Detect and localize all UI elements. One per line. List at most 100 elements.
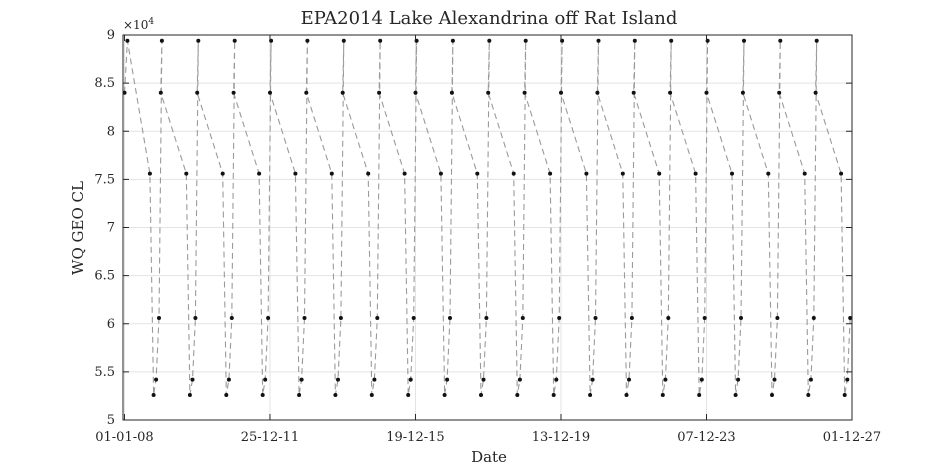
data-point: [814, 38, 819, 43]
data-point: [304, 90, 309, 95]
data-point: [375, 316, 380, 320]
x-tick-label: 01-12-27: [823, 430, 881, 445]
data-point: [229, 316, 234, 320]
data-point: [333, 393, 338, 397]
y-tick-label: 7.5: [94, 172, 115, 187]
data-point: [450, 38, 455, 43]
y-axis: 5 5.5 6 6.5 7 7.5 8 8.5 9: [94, 28, 852, 428]
data-point: [593, 316, 598, 320]
data-point: [733, 393, 738, 397]
data-point: [770, 393, 774, 397]
y-exponent: ×104: [123, 17, 154, 32]
data-point: [220, 171, 225, 176]
data-point: [184, 171, 189, 176]
data-point: [663, 377, 668, 382]
data-point: [475, 171, 480, 176]
data-point: [187, 393, 192, 397]
data-point: [232, 38, 237, 43]
data-point: [632, 38, 637, 43]
data-point: [157, 316, 161, 320]
data-point: [520, 316, 525, 320]
data-point: [554, 377, 559, 382]
data-point: [408, 377, 413, 382]
data-point: [329, 171, 334, 176]
data-point: [438, 171, 443, 176]
data-point: [159, 38, 164, 43]
data-point: [730, 171, 734, 176]
y-tick-label: 6.5: [94, 269, 115, 284]
data-point: [190, 377, 195, 382]
series-line: [123, 40, 851, 396]
data-point: [777, 90, 782, 95]
data-point: [802, 171, 807, 176]
data-point: [551, 393, 556, 397]
data-point: [226, 377, 231, 382]
data-point: [624, 393, 629, 397]
data-point: [377, 90, 382, 95]
data-point: [154, 377, 159, 382]
data-point: [736, 377, 741, 382]
data-point: [517, 377, 522, 382]
y-exponent-base: ×10: [123, 18, 148, 32]
data-point: [657, 171, 662, 176]
data-point: [702, 316, 707, 320]
data-point: [231, 90, 236, 95]
y-tick-label: 7: [107, 221, 115, 236]
data-point: [811, 316, 816, 320]
data-point: [772, 377, 777, 382]
data-point: [299, 377, 304, 382]
data-point: [224, 393, 229, 397]
data-point: [739, 316, 743, 320]
y-tick-label: 8.5: [94, 76, 115, 91]
data-point: [557, 316, 562, 320]
data-point: [293, 171, 298, 176]
y-axis-label: WQ GEO CL: [69, 181, 87, 275]
x-axis-label: Date: [471, 448, 507, 466]
data-point: [193, 316, 198, 320]
data-point: [378, 38, 383, 43]
data-point: [336, 377, 340, 382]
data-point: [515, 393, 520, 397]
y-tick-label: 5.5: [94, 365, 115, 380]
data-point: [445, 377, 450, 382]
data-point: [372, 377, 377, 382]
data-point: [693, 171, 698, 176]
data-point: [487, 38, 492, 43]
data-point: [479, 393, 483, 397]
data-point: [402, 171, 407, 176]
data-point: [125, 38, 130, 43]
data-point: [588, 393, 593, 397]
chart-title: EPA2014 Lake Alexandrina off Rat Island: [301, 8, 678, 29]
data-point: [147, 171, 152, 176]
data-point: [584, 171, 589, 176]
data-point: [629, 316, 634, 320]
data-point: [263, 377, 268, 382]
data-point: [195, 90, 200, 95]
data-point: [196, 38, 201, 43]
data-point: [511, 171, 516, 176]
y-tick-label: 5: [107, 413, 115, 428]
data-point: [257, 171, 262, 176]
data-point: [627, 377, 631, 382]
data-point: [406, 393, 411, 397]
data-point: [297, 393, 302, 397]
x-tick-label: 19-12-15: [386, 430, 444, 445]
series-points: [122, 38, 853, 397]
x-tick-label: 07-12-23: [677, 430, 735, 445]
data-point: [740, 90, 745, 95]
data-point: [766, 171, 771, 176]
data-point: [842, 393, 847, 397]
data-point: [660, 393, 665, 397]
data-point: [806, 393, 811, 397]
data-point: [704, 90, 709, 95]
data-point: [369, 393, 374, 397]
data-point: [548, 171, 553, 176]
data-point: [340, 90, 345, 95]
data-point: [266, 316, 271, 320]
series-path: [123, 40, 851, 396]
data-point: [442, 393, 447, 397]
data-point: [590, 377, 595, 382]
data-point: [808, 377, 813, 382]
data-point: [523, 38, 528, 43]
data-point: [839, 171, 844, 176]
